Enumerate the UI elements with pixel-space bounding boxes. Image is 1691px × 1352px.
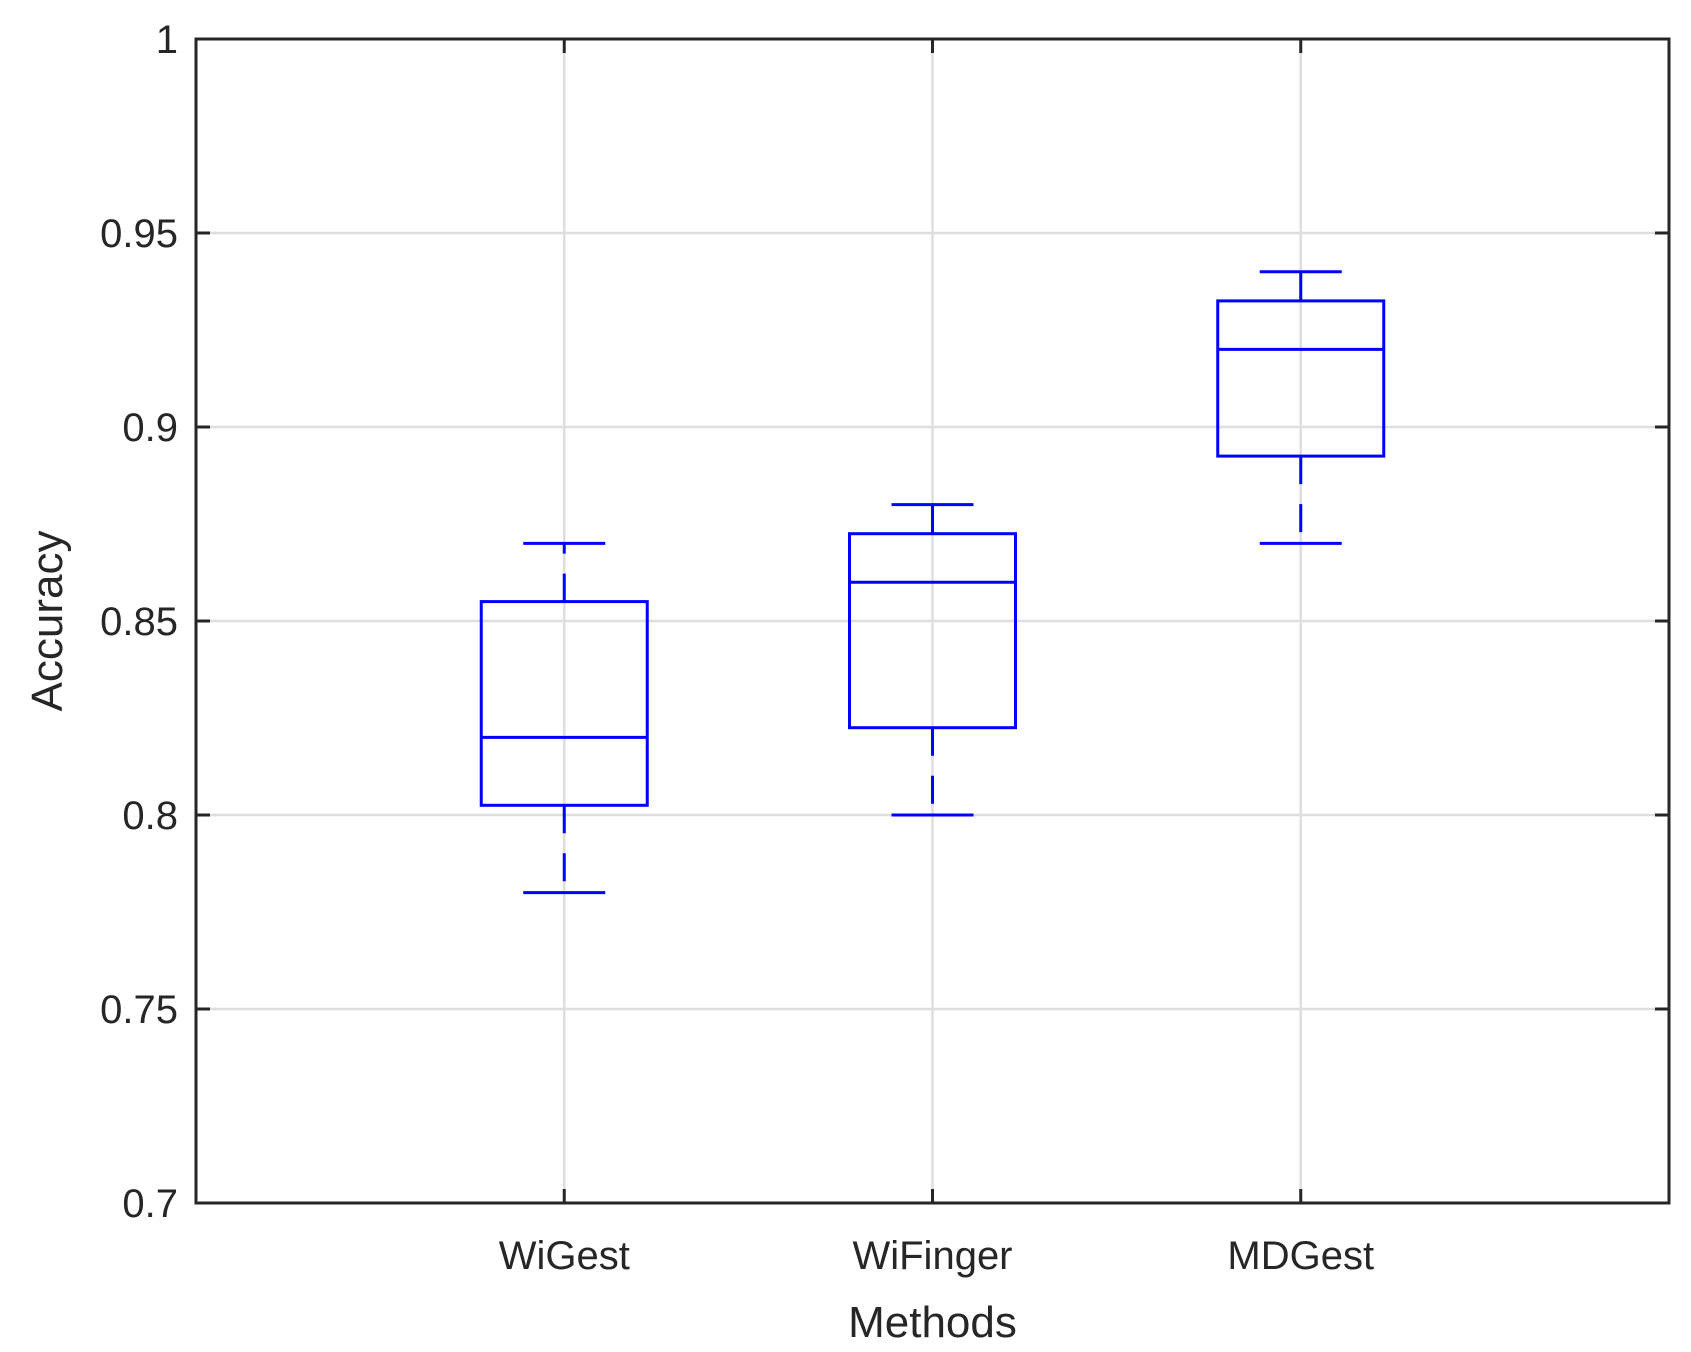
- y-axis-title: Accuracy: [23, 531, 72, 712]
- y-tick-label: 0.8: [122, 794, 178, 838]
- x-tick-label: WiFinger: [852, 1234, 1012, 1278]
- y-tick-label: 0.85: [100, 600, 178, 644]
- x-tick-label: MDGest: [1227, 1234, 1374, 1278]
- y-tick-label: 0.9: [122, 406, 178, 450]
- axes: [194, 37, 1671, 1205]
- iqr-box-wigest: [479, 600, 649, 807]
- boxes: [479, 270, 1386, 895]
- box-wifinger: [848, 503, 1017, 817]
- iqr-box-wifinger: [848, 532, 1017, 730]
- y-tick-label: 1: [156, 18, 178, 62]
- y-tick-label: 0.95: [100, 212, 178, 256]
- y-tick-label: 0.75: [100, 988, 178, 1032]
- iqr-box-mdgest: [1216, 299, 1386, 458]
- y-tick-label: 0.7: [122, 1182, 178, 1226]
- x-axis-title: Methods: [848, 1298, 1017, 1347]
- box-mdgest: [1216, 270, 1386, 545]
- tick-labels: 0.7 0.75 0.8 0.85 0.9 0.95 1 WiGest WiFinger MDGe…: [100, 18, 1374, 1278]
- x-tick-label: WiGest: [499, 1234, 630, 1278]
- box-wigest: [479, 541, 649, 895]
